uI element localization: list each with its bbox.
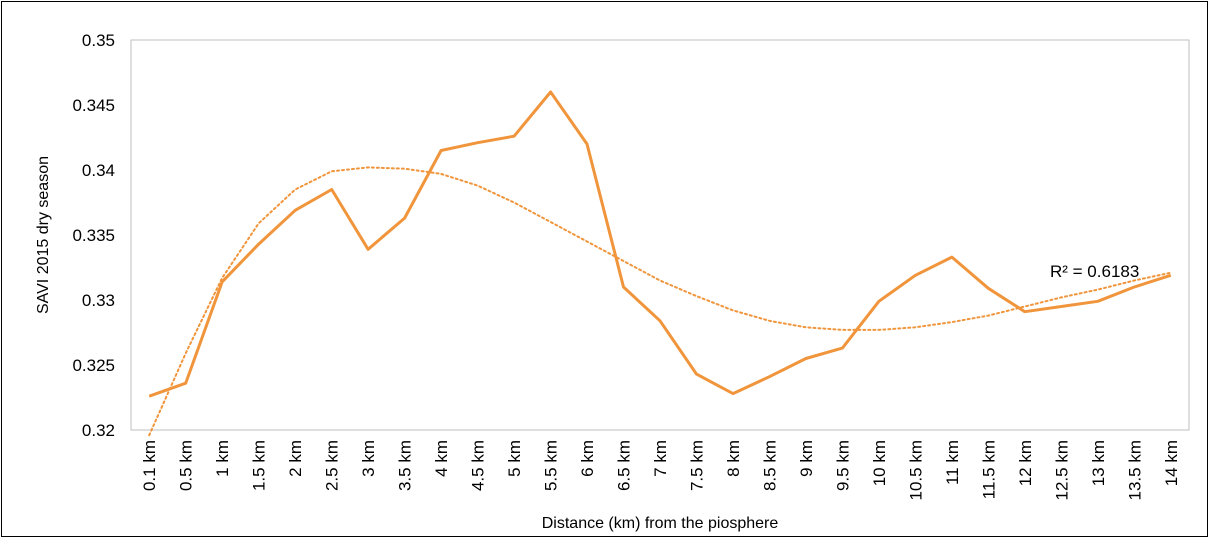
x-tick-label: 6 km	[578, 440, 597, 477]
y-axis-title: SAVI 2015 dry season	[35, 156, 52, 314]
y-tick-label: 0.32	[82, 421, 115, 440]
x-tick-label: 0.5 km	[177, 440, 196, 491]
x-tick-label: 8 km	[724, 440, 743, 477]
x-tick-label: 1.5 km	[250, 440, 269, 491]
series-line	[148, 90, 1172, 398]
x-tick-label: 4.5 km	[469, 440, 488, 491]
x-tick-label: 10.5 km	[906, 440, 925, 500]
x-axis-ticks: 0.1 km 0.5 km 1 km 1.5 km 2 km 2.5 km 3 km 3.5 …	[140, 440, 1181, 500]
x-tick-label: 10 km	[870, 440, 889, 486]
y-tick-label: 0.345	[72, 96, 115, 115]
x-tick-label: 0.1 km	[140, 440, 159, 491]
x-tick-label: 9.5 km	[833, 440, 852, 491]
x-tick-label: 12.5 km	[1052, 440, 1071, 500]
x-tick-label: 12 km	[1016, 440, 1035, 486]
x-tick-label: 9 km	[797, 440, 816, 477]
x-tick-label: 13 km	[1089, 440, 1108, 486]
x-tick-label: 3 km	[359, 440, 378, 477]
y-tick-label: 0.35	[82, 31, 115, 50]
y-tick-label: 0.34	[82, 161, 115, 180]
x-tick-label: 14 km	[1162, 440, 1181, 486]
x-tick-label: 2 km	[286, 440, 305, 477]
y-tick-label: 0.325	[72, 356, 115, 375]
y-tick-label: 0.335	[72, 226, 115, 245]
x-tick-label: 5 km	[505, 440, 524, 477]
x-tick-label: 8.5 km	[760, 440, 779, 491]
y-axis-ticks: 0.32 0.325 0.33 0.335 0.34 0.345 0.35	[72, 31, 115, 440]
x-tick-label: 7.5 km	[687, 440, 706, 491]
x-tick-label: 13.5 km	[1125, 440, 1144, 500]
trendline-r2-label: R² = 0.6183	[1050, 262, 1139, 281]
x-tick-label: 2.5 km	[323, 440, 342, 491]
trendline	[148, 166, 1172, 437]
plot-area	[130, 39, 1190, 431]
x-tick-label: 1 km	[213, 440, 232, 477]
x-tick-label: 11 km	[943, 440, 962, 485]
x-tick-label: 6.5 km	[615, 440, 634, 491]
x-tick-label: 7 km	[651, 440, 670, 477]
x-tick-label: 5.5 km	[542, 440, 561, 491]
x-tick-label: 4 km	[432, 440, 451, 477]
series-group	[148, 90, 1172, 437]
x-tick-label: 11.5 km	[979, 440, 998, 499]
x-tick-label: 3.5 km	[396, 440, 415, 491]
x-axis-title: Distance (km) from the piosphere	[542, 515, 779, 532]
y-tick-label: 0.33	[82, 291, 115, 310]
